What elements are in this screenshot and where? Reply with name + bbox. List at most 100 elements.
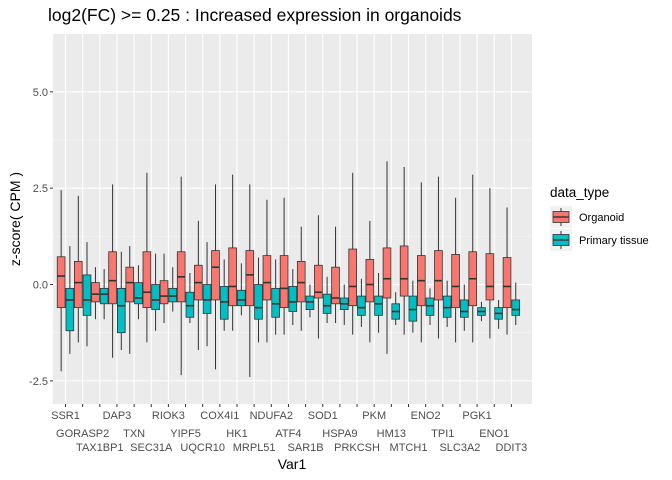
box-organoid xyxy=(279,197,289,335)
x-tick-label: PKM xyxy=(362,410,386,422)
chart-title: log2(FC) >= 0.25 : Increased expression … xyxy=(48,5,462,25)
box-primary-tissue xyxy=(425,288,435,325)
box-organoid xyxy=(365,220,375,343)
x-tick-label: RIOK3 xyxy=(152,410,185,422)
box-body xyxy=(74,260,83,309)
box-primary-tissue xyxy=(374,272,383,333)
x-tick-label: NDUFA2 xyxy=(250,410,293,422)
box-body xyxy=(185,291,195,318)
box-organoid xyxy=(228,174,237,331)
legend-label: Primary tissue xyxy=(579,235,649,247)
box-organoid xyxy=(262,199,272,343)
box-primary-tissue xyxy=(305,284,315,318)
x-tick-label: TAX1BP1 xyxy=(76,442,124,454)
y-tick-label: -2.5 xyxy=(29,376,48,388)
box-organoid xyxy=(314,215,323,339)
box-primary-tissue xyxy=(322,276,332,324)
box-body xyxy=(262,255,272,301)
box-body xyxy=(382,247,392,299)
box-primary-tissue xyxy=(477,301,486,322)
box-primary-tissue xyxy=(254,257,263,343)
box-primary-tissue xyxy=(357,278,366,327)
box-primary-tissue xyxy=(65,245,75,354)
box-body xyxy=(125,266,135,303)
x-tick-label: HSPA9 xyxy=(322,428,357,440)
x-tick-label: ATF4 xyxy=(275,428,301,440)
grid-minor xyxy=(53,139,532,333)
box-organoid xyxy=(451,197,460,343)
box-organoid xyxy=(434,176,443,339)
box-body xyxy=(296,260,306,303)
y-tick-label: 0.0 xyxy=(33,280,48,292)
box-primary-tissue xyxy=(339,284,349,325)
box-organoid xyxy=(176,176,186,376)
x-tick-label: DDIT3 xyxy=(496,442,528,454)
box-body xyxy=(245,250,255,307)
box-primary-tissue xyxy=(219,259,229,331)
x-tick-label: HM13 xyxy=(377,428,406,440)
box-body xyxy=(399,245,409,297)
box-body xyxy=(82,274,92,316)
box-body xyxy=(202,284,212,314)
box-organoid xyxy=(194,220,203,351)
box-organoid xyxy=(159,253,169,324)
x-tick-label: GORASP2 xyxy=(56,428,109,440)
x-tick-label: UQCR10 xyxy=(180,442,225,454)
x-axis-title: Var1 xyxy=(278,456,307,472)
x-tick-label: COX4I1 xyxy=(200,410,239,422)
box-body xyxy=(314,264,323,299)
y-axis: -2.5 0.0 2.5 5.0 xyxy=(29,87,53,388)
box-primary-tissue xyxy=(202,242,212,347)
box-body xyxy=(108,251,117,305)
box-organoid xyxy=(468,174,478,343)
box-body xyxy=(331,266,340,305)
x-tick-label: TPI1 xyxy=(431,428,454,440)
box-body xyxy=(228,247,237,307)
box-organoid xyxy=(211,184,220,370)
box-body xyxy=(254,284,263,320)
x-tick-label: YIPF5 xyxy=(170,428,201,440)
legend-label: Organoid xyxy=(579,212,624,224)
x-tick-label: ENO2 xyxy=(411,410,441,422)
box-body xyxy=(425,297,435,316)
box-body xyxy=(211,250,220,301)
box-body xyxy=(502,257,512,309)
x-tick-label: MTCH1 xyxy=(390,442,428,454)
x-tick-label: SOD1 xyxy=(308,410,338,422)
box-primary-tissue xyxy=(442,280,452,327)
legend-key xyxy=(550,229,572,251)
box-primary-tissue xyxy=(168,267,178,312)
box-primary-tissue xyxy=(459,284,469,331)
box-body xyxy=(374,295,383,316)
box-body xyxy=(485,253,495,301)
x-tick-label: TXN xyxy=(123,428,145,440)
box-primary-tissue xyxy=(391,292,400,325)
box-primary-tissue xyxy=(185,272,195,324)
box-organoid xyxy=(382,161,392,354)
box-body xyxy=(142,251,152,309)
box-organoid xyxy=(331,226,340,324)
box-body xyxy=(434,250,443,301)
box-body xyxy=(322,293,332,314)
box-primary-tissue xyxy=(99,269,109,320)
x-tick-label: SLC3A2 xyxy=(439,442,480,454)
box-primary-tissue xyxy=(237,263,246,316)
box-organoid xyxy=(416,182,426,343)
box-organoid xyxy=(399,166,409,335)
box-body xyxy=(271,287,280,318)
box-body xyxy=(305,295,315,310)
box-body xyxy=(151,284,160,310)
box-organoid xyxy=(296,226,306,331)
x-tick-label: SEC31A xyxy=(130,442,173,454)
box-body xyxy=(159,280,169,305)
box-body xyxy=(442,295,452,318)
x-tick-label: DAP3 xyxy=(103,410,132,422)
box-primary-tissue xyxy=(271,259,280,335)
box-organoid xyxy=(502,207,512,335)
x-tick-label: MRPL51 xyxy=(233,442,276,454)
y-axis-title: z-score( CPM ) xyxy=(7,172,23,266)
box-primary-tissue xyxy=(134,265,143,320)
box-primary-tissue xyxy=(117,251,126,351)
x-tick-label: ENO1 xyxy=(479,428,509,440)
